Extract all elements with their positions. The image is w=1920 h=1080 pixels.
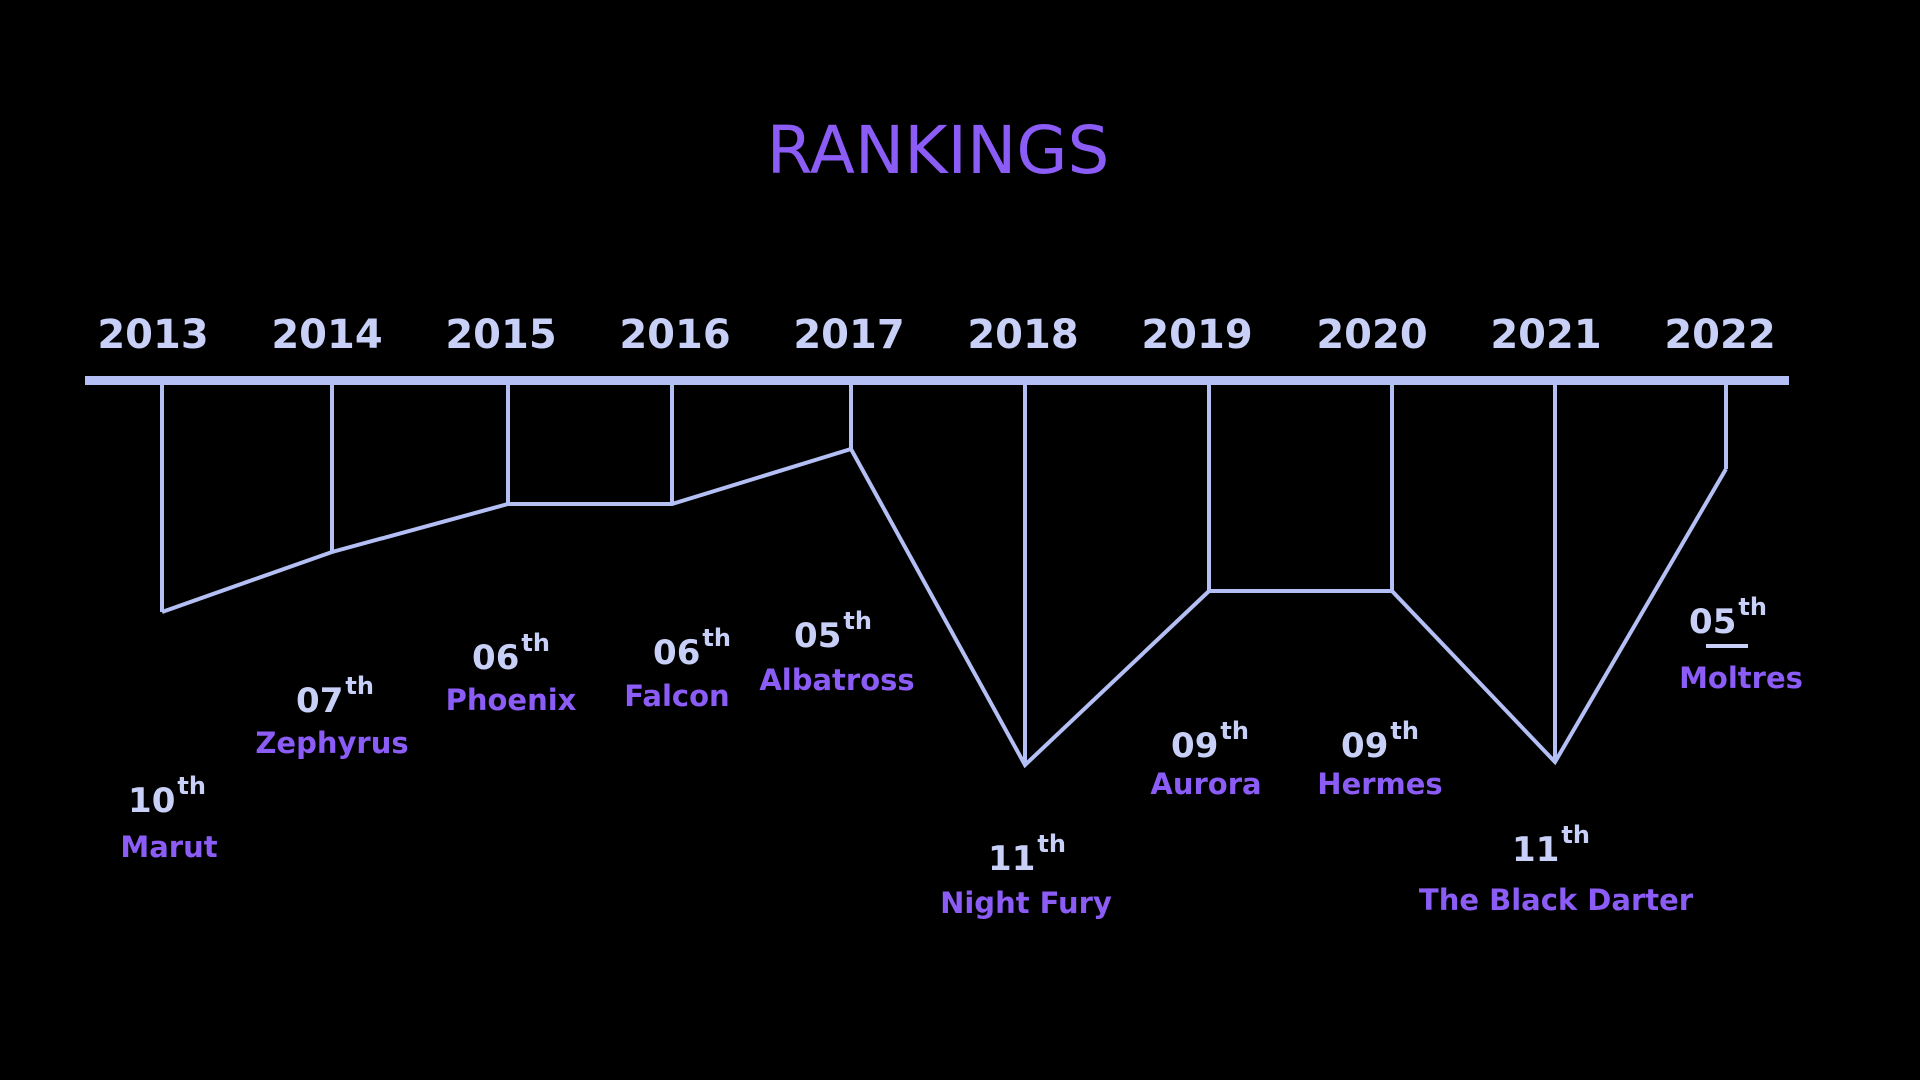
rank-label: 11th	[1512, 821, 1590, 870]
year-label: 2016	[619, 312, 730, 358]
year-label: 2015	[445, 312, 556, 358]
team-label: Moltres	[1679, 661, 1803, 695]
year-label: 2013	[97, 312, 208, 358]
year-label: 2017	[793, 312, 904, 358]
rank-labels: 10th Marut 07th Zephyrus 06th Phoenix 06th Falc…	[120, 593, 1803, 920]
rank-suffix: th	[1220, 717, 1249, 745]
rank-label: 07th	[296, 672, 374, 721]
team-label: Falcon	[624, 679, 729, 713]
rank-suffix: th	[1390, 717, 1419, 745]
rank-label: 10th	[128, 772, 206, 821]
year-label: 2022	[1664, 312, 1775, 358]
rank-suffix: th	[1037, 830, 1066, 858]
rank-suffix: th	[843, 607, 872, 635]
team-label: Night Fury	[940, 886, 1112, 920]
rank-suffix: th	[702, 624, 731, 652]
team-label: Aurora	[1150, 767, 1261, 801]
year-label: 2021	[1490, 312, 1601, 358]
rank-label: 11th	[988, 830, 1066, 879]
team-label: Zephyrus	[255, 726, 408, 760]
rank-label: 05th	[794, 607, 872, 656]
year-label: 2020	[1316, 312, 1427, 358]
year-label: 2019	[1141, 312, 1252, 358]
rank-suffix: th	[1738, 593, 1767, 621]
rank-line	[161, 446, 1728, 769]
team-label: The Black Darter	[1419, 883, 1694, 917]
rank-suffix: th	[1561, 821, 1590, 849]
team-label: Hermes	[1317, 767, 1442, 801]
rank-suffix: th	[177, 772, 206, 800]
rank-label: 09th	[1341, 717, 1419, 766]
rank-label: 05th	[1689, 593, 1767, 642]
year-label: 2014	[271, 312, 382, 358]
rank-suffix: th	[521, 629, 550, 657]
rank-suffix: th	[345, 672, 374, 700]
team-label: Marut	[120, 830, 217, 864]
drop-lines	[160, 385, 1728, 765]
team-label: Albatross	[759, 663, 914, 697]
year-labels: 2013 2014 2015 2016 2017 2018 2019 2020 2021 2022	[97, 312, 1775, 358]
year-axis-bar	[85, 376, 1789, 385]
rank-label: 09th	[1171, 717, 1249, 766]
year-label: 2018	[967, 312, 1078, 358]
rank-label: 06th	[472, 629, 550, 678]
team-label: Phoenix	[446, 683, 577, 717]
chart-title: RANKINGS	[767, 112, 1110, 189]
rank-label: 06th	[653, 624, 731, 673]
